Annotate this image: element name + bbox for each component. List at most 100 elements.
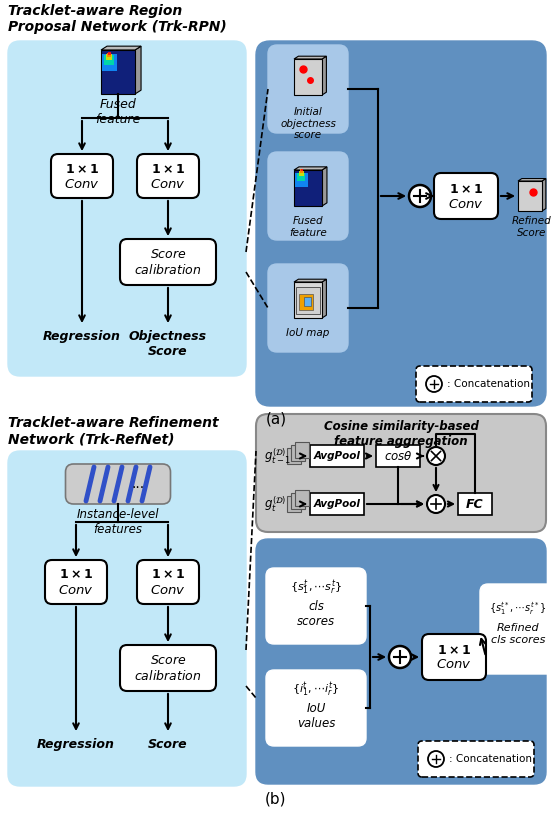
Bar (291, 493, 305, 509)
Bar (297, 173, 305, 181)
Text: $\it{Conv}$: $\it{Conv}$ (58, 583, 94, 597)
Text: Tracklet-aware Region
Proposal Network (Trk-RPN): Tracklet-aware Region Proposal Network (… (8, 4, 227, 35)
Text: Refined
cls scores: Refined cls scores (491, 623, 545, 645)
Bar (300, 170, 304, 173)
Circle shape (426, 376, 442, 392)
Text: IoU map: IoU map (286, 328, 330, 338)
Text: $\it{Conv}$: $\it{Conv}$ (150, 583, 186, 597)
FancyBboxPatch shape (418, 741, 534, 777)
Text: $\it{calibration}$: $\it{calibration}$ (134, 669, 201, 683)
Text: $\it{Conv}$: $\it{Conv}$ (448, 198, 484, 210)
Text: Refined
Score: Refined Score (512, 216, 552, 237)
Polygon shape (294, 56, 326, 59)
Bar (108, 53, 111, 55)
FancyBboxPatch shape (480, 584, 552, 674)
FancyBboxPatch shape (256, 41, 546, 406)
Text: Regression: Regression (43, 330, 121, 343)
Text: (a): (a) (266, 411, 286, 426)
Text: $\mathbf{1 \times 1}$: $\mathbf{1 \times 1}$ (59, 569, 93, 582)
FancyBboxPatch shape (66, 464, 171, 504)
Text: Objectness
Score: Objectness Score (129, 330, 207, 358)
Text: Fused
feature: Fused feature (95, 98, 141, 126)
FancyBboxPatch shape (137, 560, 199, 604)
Bar (295, 490, 309, 506)
Bar (291, 445, 305, 461)
Text: $\mathbf{1 \times 1}$: $\mathbf{1 \times 1}$ (449, 182, 483, 195)
Bar (287, 496, 301, 512)
Text: IoU
values: IoU values (297, 702, 335, 730)
FancyBboxPatch shape (256, 539, 546, 784)
Text: $\mathbf{1 \times 1}$: $\mathbf{1 \times 1}$ (151, 162, 185, 176)
Polygon shape (294, 279, 326, 282)
Polygon shape (294, 166, 327, 170)
Bar (294, 170, 322, 206)
FancyBboxPatch shape (8, 41, 246, 376)
Text: (b): (b) (266, 791, 286, 806)
Text: Tracklet-aware Refinement
Network (Trk-RefNet): Tracklet-aware Refinement Network (Trk-R… (8, 416, 219, 447)
Text: : Concatenation: : Concatenation (447, 379, 530, 389)
Bar (299, 294, 313, 310)
Text: $\it{Conv}$: $\it{Conv}$ (436, 658, 472, 672)
FancyBboxPatch shape (137, 154, 199, 198)
Bar (107, 53, 111, 57)
Text: $g_{t-1}^{(\mathcal{D})}$: $g_{t-1}^{(\mathcal{D})}$ (264, 447, 291, 466)
Circle shape (427, 495, 445, 513)
Text: ...: ... (131, 477, 145, 491)
FancyBboxPatch shape (45, 560, 107, 604)
Text: $\it{Score}$: $\it{Score}$ (150, 653, 187, 667)
Text: $cos\theta$: $cos\theta$ (384, 450, 412, 462)
Polygon shape (135, 46, 141, 94)
Text: FC: FC (466, 498, 484, 511)
Polygon shape (101, 46, 141, 50)
Text: Regression: Regression (37, 738, 115, 751)
Bar (299, 171, 304, 176)
Circle shape (409, 185, 431, 207)
FancyBboxPatch shape (434, 173, 498, 219)
Text: AvgPool: AvgPool (314, 499, 360, 509)
Text: Score: Score (148, 738, 188, 751)
Text: $\it{Conv}$: $\it{Conv}$ (64, 177, 100, 190)
Bar (310, 493, 364, 515)
Text: $\mathbf{1 \times 1}$: $\mathbf{1 \times 1}$ (151, 569, 185, 582)
Text: $\it{Score}$: $\it{Score}$ (150, 247, 187, 260)
FancyBboxPatch shape (422, 634, 486, 680)
Bar (518, 181, 542, 211)
Bar (104, 55, 114, 65)
FancyBboxPatch shape (120, 645, 216, 691)
Polygon shape (542, 179, 546, 211)
Bar (294, 59, 322, 95)
Text: AvgPool: AvgPool (314, 451, 360, 461)
Bar (287, 448, 301, 464)
Text: Instance-level
features: Instance-level features (77, 508, 159, 536)
Text: $g_{t}^{(\mathcal{D})}$: $g_{t}^{(\mathcal{D})}$ (264, 494, 286, 513)
Text: $\{s_1^t,\cdots s_r^t\}$: $\{s_1^t,\cdots s_r^t\}$ (290, 578, 342, 597)
Text: $\it{calibration}$: $\it{calibration}$ (134, 263, 201, 277)
Text: $\{i_1^t,\cdots i_r^t\}$: $\{i_1^t,\cdots i_r^t\}$ (293, 681, 339, 700)
FancyBboxPatch shape (256, 414, 546, 532)
Circle shape (427, 447, 445, 465)
FancyBboxPatch shape (416, 366, 532, 402)
FancyBboxPatch shape (51, 154, 113, 198)
Polygon shape (322, 279, 326, 318)
Text: Cosine similarity-based
feature aggregation: Cosine similarity-based feature aggregat… (323, 420, 479, 448)
Text: Initial
objectness
score: Initial objectness score (280, 107, 336, 140)
Bar (295, 173, 307, 187)
Bar (106, 54, 112, 60)
Circle shape (428, 751, 444, 767)
Bar (294, 282, 322, 318)
Bar (310, 445, 364, 467)
FancyBboxPatch shape (268, 152, 348, 240)
Text: $\mathbf{1 \times 1}$: $\mathbf{1 \times 1}$ (65, 162, 99, 176)
FancyBboxPatch shape (266, 568, 366, 644)
Bar (376, 445, 420, 467)
FancyBboxPatch shape (120, 239, 216, 285)
Text: : Concatenation: : Concatenation (449, 754, 532, 764)
FancyBboxPatch shape (268, 264, 348, 352)
Text: $\{s_1^{t*},\cdots s_r^{t*}\}$: $\{s_1^{t*},\cdots s_r^{t*}\}$ (490, 601, 546, 617)
FancyBboxPatch shape (268, 45, 348, 133)
Bar (295, 442, 309, 458)
Polygon shape (322, 56, 326, 95)
Polygon shape (518, 179, 546, 181)
Circle shape (389, 646, 411, 668)
Bar (304, 297, 311, 306)
